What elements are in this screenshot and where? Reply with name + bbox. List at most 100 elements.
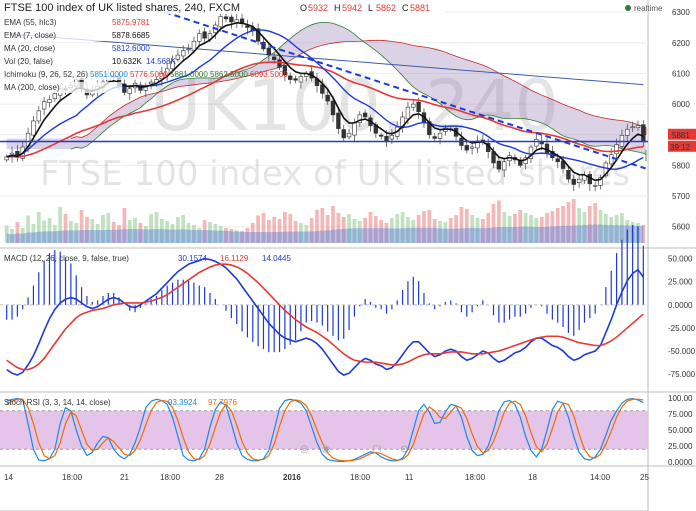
volume-bar xyxy=(293,221,298,243)
candle-body xyxy=(598,177,603,186)
candle-body xyxy=(293,78,298,81)
volume-bar xyxy=(400,212,405,243)
indicator-label: MA (20, close) xyxy=(4,44,55,53)
candle-body xyxy=(148,81,154,85)
ohlc-value: 5932 xyxy=(308,3,328,13)
macd-value: 30.1574 xyxy=(178,254,207,263)
candle-body xyxy=(576,178,582,183)
volume-bar xyxy=(395,214,400,243)
volume-bar xyxy=(240,231,244,243)
stoch-value: 97.7976 xyxy=(208,398,237,407)
watermark-description: FTSE 100 index of UK listed shares xyxy=(40,154,630,194)
volume-bar xyxy=(571,199,576,243)
volume-bar xyxy=(390,218,394,243)
volume-bar xyxy=(218,226,223,243)
indicator-label: MA (200, close) xyxy=(4,83,60,92)
volume-bar xyxy=(529,215,533,243)
volume-bar xyxy=(176,217,180,243)
pane-control-icon: ◎ xyxy=(300,444,309,455)
indicator-value: 5851.0000 xyxy=(90,70,128,79)
volume-bar xyxy=(464,209,469,243)
volume-bar xyxy=(550,211,555,243)
ichimoku-cloud xyxy=(6,22,647,162)
candle-body xyxy=(223,16,229,20)
volume-bar xyxy=(320,208,325,243)
candle-body xyxy=(464,145,469,151)
macd-tick-label: 25.000 xyxy=(668,278,693,287)
volume-bar xyxy=(90,219,95,243)
indicator-label: EMA (55, hlc3) xyxy=(4,18,57,27)
volume-bar xyxy=(357,221,362,243)
volume-bar xyxy=(566,202,571,243)
volume-bar xyxy=(186,223,191,243)
volume-bar xyxy=(122,208,127,243)
candle-body xyxy=(502,161,507,171)
macd-tick-label: -50.000 xyxy=(668,347,696,356)
candle-body xyxy=(405,106,411,120)
volume-bar xyxy=(117,225,121,243)
legend-bg xyxy=(2,17,122,28)
price-tick-label: 6200 xyxy=(672,39,690,48)
trendline xyxy=(155,8,646,170)
last-price-badge xyxy=(668,128,696,140)
volume-bar xyxy=(283,212,287,243)
chart-header: FTSE 100 index of UK listed shares, 240,… xyxy=(0,0,663,14)
candle-body xyxy=(379,134,384,137)
time-tick-label: 25 xyxy=(640,473,649,482)
indicator-value: 5878.6685 xyxy=(112,31,150,40)
volume-bar xyxy=(534,218,539,243)
legend-bg xyxy=(2,30,122,41)
candle-body xyxy=(197,33,202,42)
volume-bar xyxy=(42,220,46,243)
candle-body xyxy=(469,146,475,149)
candle-body xyxy=(175,54,181,60)
stoch-k-line xyxy=(6,398,644,462)
stoch-axis: 100.00 75.000 50.000 25.000 0.0000 xyxy=(668,394,693,467)
macd-tick-label: 0.0000 xyxy=(668,301,693,310)
volume-bars xyxy=(4,199,646,243)
volume-bar xyxy=(261,213,266,243)
candle-body xyxy=(357,114,362,123)
volume-bar xyxy=(582,212,587,243)
ohlc-key: L xyxy=(368,3,373,13)
indicator-label: Vol (20, false) xyxy=(4,57,53,66)
candle-body xyxy=(159,73,164,79)
volume-bar xyxy=(416,215,421,243)
time-tick-label: 18:00 xyxy=(465,473,486,482)
stoch-d-line xyxy=(6,398,644,462)
volume-bar xyxy=(133,218,137,243)
legend-bg xyxy=(2,69,122,80)
indicator-value: 5812.6000 xyxy=(112,44,150,53)
volume-bar xyxy=(411,220,416,243)
volume-bar xyxy=(373,216,378,243)
candle-body xyxy=(218,16,223,28)
ohlc-value: 5942 xyxy=(342,3,362,13)
volume-bar xyxy=(143,226,148,243)
volume-bar xyxy=(20,228,25,243)
volume-bar xyxy=(363,218,367,243)
macd-tick-label: 50.000 xyxy=(668,255,693,264)
candle-body xyxy=(362,112,368,118)
volume-bar xyxy=(507,216,512,243)
volume-bar xyxy=(598,210,603,243)
indicator-value: 5776.5000 xyxy=(130,70,168,79)
candle-body xyxy=(4,156,9,161)
volume-bar xyxy=(63,214,68,243)
candle-body xyxy=(31,120,36,136)
candle-body xyxy=(555,158,560,163)
candle-body xyxy=(255,28,261,42)
candle-body xyxy=(288,75,293,80)
volume-bar xyxy=(192,225,196,243)
stoch-band xyxy=(0,410,648,450)
stoch-value: 93.3924 xyxy=(168,398,197,407)
volume-bar xyxy=(101,215,105,243)
candle-body xyxy=(336,112,341,129)
volume-bar xyxy=(47,218,52,243)
legend-bg xyxy=(2,43,122,54)
volume-bar xyxy=(641,225,646,243)
volume-bar xyxy=(347,214,351,243)
macd-tick-label: -75.000 xyxy=(668,370,696,379)
volume-bar xyxy=(202,220,207,243)
macd-signal-line xyxy=(6,263,644,371)
